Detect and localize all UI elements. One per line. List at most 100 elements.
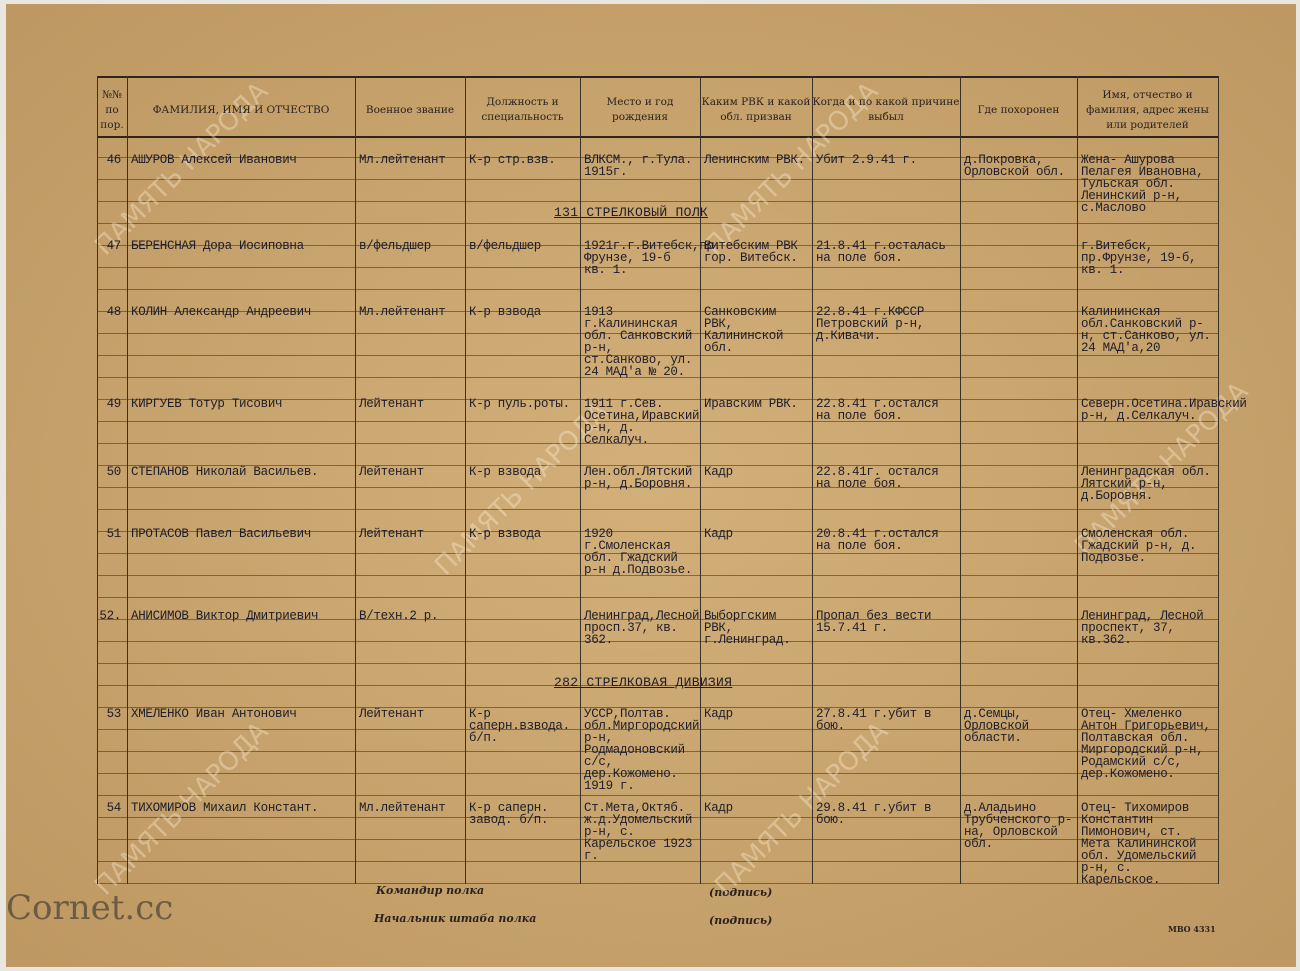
row-number: 53 bbox=[106, 707, 122, 721]
cell: 1913 г.Калининская обл. Санковский р-н, … bbox=[584, 305, 693, 379]
column-header: Место и год рождения bbox=[606, 96, 674, 123]
cell: Ст.Мета,Октяб. ж.д.Удомельский р-н, с. К… bbox=[584, 801, 693, 863]
cell: д.Аладьино Трубченского р-на, Орловской … bbox=[964, 801, 1073, 851]
form-number: МВО 4331 bbox=[1168, 924, 1216, 934]
cell: Лейтенант bbox=[359, 707, 424, 721]
cell: Кадр bbox=[704, 801, 733, 815]
cell: ПРОТАСОВ Павел Васильевич bbox=[131, 527, 312, 541]
section-title: 282 СТРЕЛКОВАЯ ДИВИЗИЯ bbox=[554, 675, 733, 690]
site-watermark: Cornet.cc bbox=[6, 888, 174, 928]
section-title: 131 СТРЕЛКОВЫЙ ПОЛК bbox=[554, 205, 708, 220]
cell: Кадр bbox=[704, 465, 733, 479]
cell: К-р взвода bbox=[469, 465, 542, 479]
cell: 22.8.41г. остался на поле боя. bbox=[816, 465, 939, 491]
column-header: Где похоронен bbox=[977, 103, 1060, 116]
cell: Смоленская обл. Гжадский р-н, д. Подвозь… bbox=[1081, 527, 1197, 565]
column-line bbox=[700, 76, 701, 884]
commander-label: Командир полка bbox=[376, 884, 485, 897]
cell: Ленинград, Лесной проспект, 37, кв.362. bbox=[1081, 609, 1204, 647]
column-header: Военное звание bbox=[365, 103, 455, 116]
cell: К-р взвода bbox=[469, 305, 542, 319]
cell: д.Покровка, Орловской обл. bbox=[964, 153, 1065, 179]
cell: Санковским РВК, Калининской обл. bbox=[704, 305, 784, 355]
cell: г.Витебск, пр.Фрунзе, 19-б, кв. 1. bbox=[1081, 239, 1197, 277]
column-header: Когда и по какой причине выбыл bbox=[812, 96, 960, 123]
cell: В/техн.2 р. bbox=[359, 609, 439, 623]
table-top-line bbox=[97, 76, 1218, 78]
commander-signature: (подпись) bbox=[709, 886, 773, 899]
cell: Лейтенант bbox=[359, 465, 424, 479]
cell: Пропал без вести 15.7.41 г. bbox=[816, 609, 932, 635]
cell: Убит 2.9.41 г. bbox=[816, 153, 917, 167]
row-number: 50 bbox=[106, 465, 122, 479]
cell: Северн.Осетина.Иравский р-н, д.Селкалуч. bbox=[1081, 397, 1247, 423]
ruled-lines bbox=[97, 136, 1218, 884]
cell: 22.8.41 г.КФССР Петровский р-н, д.Кивачи… bbox=[816, 305, 925, 343]
cell: Выборгским РВК, г.Ленинград. bbox=[704, 609, 791, 647]
column-line bbox=[1218, 76, 1219, 884]
cell: 1911 г.Сев. Осетина,Иравский р-н, д. Сел… bbox=[584, 397, 700, 447]
cell: Ленинградская обл. Лятский р-н, д.Боровн… bbox=[1081, 465, 1211, 503]
cell: Жена- Ашурова Пелагея Ивановна, Тульская… bbox=[1081, 153, 1204, 215]
cell: д.Семцы, Орловской области. bbox=[964, 707, 1029, 745]
column-line bbox=[812, 76, 813, 884]
cell: 29.8.41 г.убит в бою. bbox=[816, 801, 932, 827]
cell: Мл.лейтенант bbox=[359, 305, 446, 319]
cell: АШУРОВ Алексей Иванович bbox=[131, 153, 297, 167]
cell: УССР,Полтав. обл.Миргородский р-н, Родма… bbox=[584, 707, 700, 793]
column-line bbox=[960, 76, 961, 884]
cell: СТЕПАНОВ Николай Васильев. bbox=[131, 465, 319, 479]
cell: Калининская обл.Санковский р-н, ст.Санко… bbox=[1081, 305, 1211, 355]
column-header: №№ по пор. bbox=[100, 88, 124, 131]
cell: Отец- Тихомиров Константин Пимонович, ст… bbox=[1081, 801, 1197, 887]
cell: 22.8.41 г.остался на поле боя. bbox=[816, 397, 939, 423]
cell: БЕРЕНСНАЯ Дора Иосиповна bbox=[131, 239, 304, 253]
column-header: Имя, отчество и фамилия, адрес жены или … bbox=[1086, 88, 1209, 131]
column-line bbox=[355, 76, 356, 884]
cell: Мл.лейтенант bbox=[359, 801, 446, 815]
cell: АНИСИМОВ Виктор Дмитриевич bbox=[131, 609, 319, 623]
cell: К-р стр.взв. bbox=[469, 153, 556, 167]
cell: К-р пуль.роты. bbox=[469, 397, 570, 411]
column-header: Каким РВК и какой обл. призван bbox=[701, 96, 811, 123]
cell: Кадр bbox=[704, 527, 733, 541]
cell: Лейтенант bbox=[359, 527, 424, 541]
cell: Иравским РВК. bbox=[704, 397, 798, 411]
cell: Отец- Хмеленко Антон Григорьевич, Полтав… bbox=[1081, 707, 1211, 781]
cell: К-р взвода bbox=[469, 527, 542, 541]
column-line bbox=[465, 76, 466, 884]
cell: 1921г.г.Витебск,пр. Фрунзе, 19-б кв. 1. bbox=[584, 239, 721, 277]
cell: Лен.обл.Лятский р-н, д.Боровня. bbox=[584, 465, 693, 491]
row-number: 51 bbox=[106, 527, 122, 541]
row-number: 47 bbox=[106, 239, 122, 253]
column-header: Должность и специальность bbox=[481, 96, 564, 123]
cell: ХМЕЛЕНКО Иван Антонович bbox=[131, 707, 297, 721]
column-line bbox=[580, 76, 581, 884]
header-line bbox=[97, 136, 1218, 138]
cell: Лейтенант bbox=[359, 397, 424, 411]
cell: 1920 г.Смоленская обл. Гжадский р-н д.По… bbox=[584, 527, 693, 577]
column-line bbox=[97, 76, 98, 884]
row-number: 54 bbox=[106, 801, 122, 815]
paper: Командир полка (подпись) Начальник штаба… bbox=[6, 4, 1296, 967]
row-number: 52. bbox=[99, 609, 121, 623]
column-header: ФАМИЛИЯ, ИМЯ И ОТЧЕСТВО bbox=[152, 103, 330, 116]
cell: 20.8.41 г.остался на поле боя. bbox=[816, 527, 939, 553]
cell: К-р саперн.взвода. б/п. bbox=[469, 707, 570, 745]
cell: в/фельдшер bbox=[469, 239, 542, 253]
cell: Ленинград,Лесной просп.37, кв. 362. bbox=[584, 609, 700, 647]
column-line bbox=[127, 76, 128, 884]
cell: 27.8.41 г.убит в бою. bbox=[816, 707, 932, 733]
chief-signature: (подпись) bbox=[709, 914, 773, 927]
row-number: 49 bbox=[106, 397, 122, 411]
row-number: 46 bbox=[106, 153, 122, 167]
cell: Витебским РВК гор. Витебск. bbox=[704, 239, 798, 265]
row-number: 48 bbox=[106, 305, 122, 319]
cell: 21.8.41 г.осталась на поле боя. bbox=[816, 239, 946, 265]
cell: КОЛИН Александр Андреевич bbox=[131, 305, 312, 319]
column-line bbox=[1077, 76, 1078, 884]
cell: ТИХОМИРОВ Михаил Констант. bbox=[131, 801, 319, 815]
chief-label: Начальник штаба полка bbox=[374, 912, 537, 925]
cell: Мл.лейтенант bbox=[359, 153, 446, 167]
